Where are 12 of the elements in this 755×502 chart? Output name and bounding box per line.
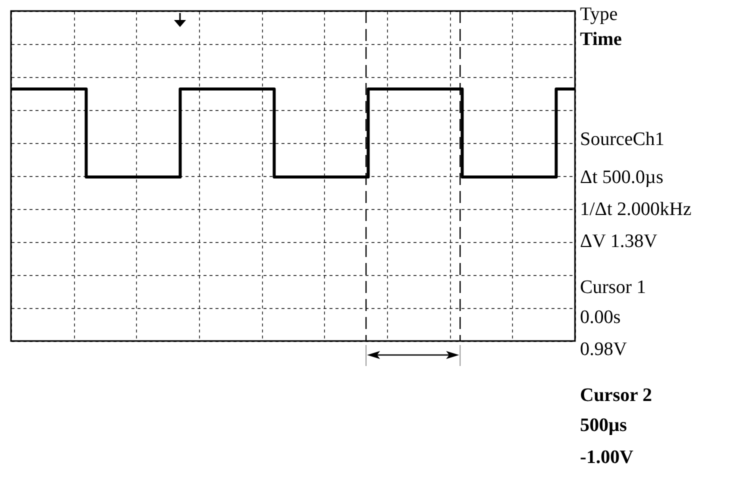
text: SourceCh1 bbox=[580, 129, 664, 151]
text: 1/Δt 2.000kHz bbox=[580, 199, 692, 221]
text: 500µs bbox=[580, 415, 627, 437]
text: Cursor 1 bbox=[580, 277, 646, 299]
text: 0.98V bbox=[580, 339, 627, 361]
text: Time bbox=[580, 29, 622, 51]
text: Type bbox=[580, 4, 618, 26]
text: Δt 500.0µs bbox=[580, 167, 664, 189]
text: 0.00s bbox=[580, 307, 621, 329]
text: ΔV 1.38V bbox=[580, 231, 658, 253]
text: Cursor 2 bbox=[580, 385, 652, 407]
text: -1.00V bbox=[580, 447, 634, 469]
